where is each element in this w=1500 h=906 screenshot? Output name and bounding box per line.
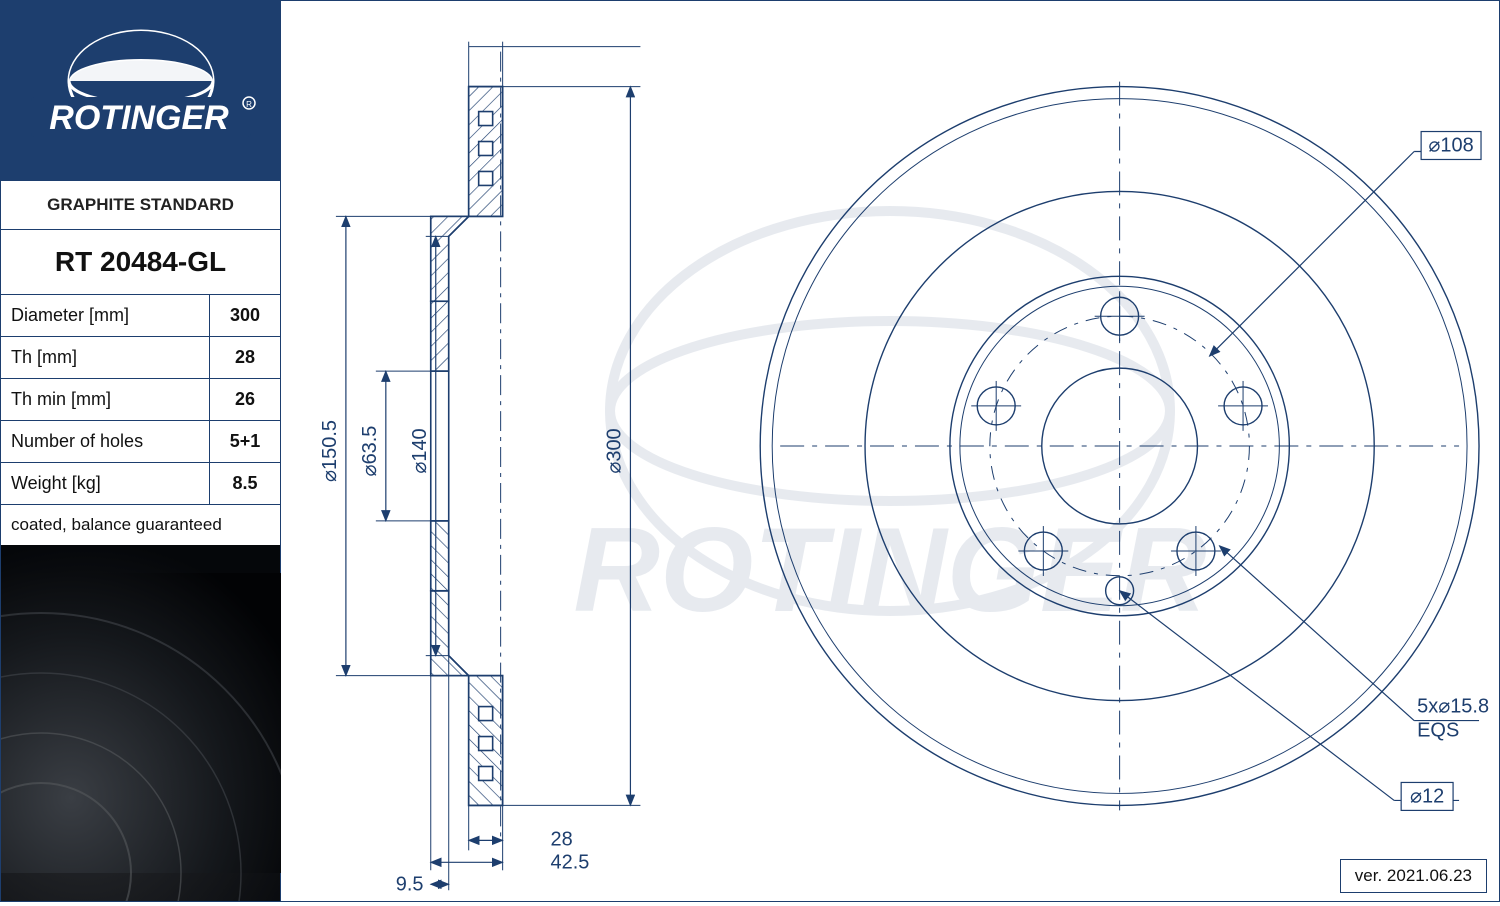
spec-label: Number of holes (1, 421, 210, 462)
brand-logo: ROTINGER R (1, 1, 280, 181)
callouts: ⌀108 5x⌀15.8 EQS ⌀12 (1120, 132, 1489, 811)
spec-label: Diameter [mm] (1, 295, 210, 336)
dim-d140: ⌀140 (409, 428, 431, 473)
spec-value: 8.5 (210, 463, 280, 504)
spec-label: Th [mm] (1, 337, 210, 378)
spec-row: Diameter [mm] 300 (1, 295, 280, 337)
callout-bolts: 5x⌀15.8 (1417, 696, 1489, 718)
front-view (760, 82, 1479, 811)
dim-t9-5: 9.5 (396, 873, 424, 895)
version-label: ver. 2021.06.23 (1340, 859, 1487, 893)
dim-d63-5: ⌀63.5 (359, 426, 381, 477)
section-view: ⌀300 ⌀150.5 ⌀140 ⌀63.5 (319, 42, 641, 896)
dim-t28: 28 (551, 828, 573, 850)
spec-row: Weight [kg] 8.5 (1, 463, 280, 505)
spec-row: Th [mm] 28 (1, 337, 280, 379)
rotinger-logo-icon: ROTINGER R (21, 21, 261, 161)
callout-d12: ⌀12 (1410, 785, 1444, 807)
part-number: RT 20484-GL (1, 230, 280, 295)
spec-value: 26 (210, 379, 280, 420)
sidebar: ROTINGER R GRAPHITE STANDARD RT 20484-GL… (1, 1, 281, 901)
spec-label: Th min [mm] (1, 379, 210, 420)
product-photo (1, 545, 280, 901)
spec-value: 300 (210, 295, 280, 336)
spec-value: 5+1 (210, 421, 280, 462)
note: coated, balance guaranteed (1, 505, 280, 545)
disc-photo-icon (1, 545, 281, 901)
callout-bolts-sub: EQS (1417, 720, 1459, 742)
callout-d108: ⌀108 (1428, 134, 1473, 156)
drawing-svg: ⌀300 ⌀150.5 ⌀140 ⌀63.5 (281, 1, 1499, 901)
spec-label: Weight [kg] (1, 463, 210, 504)
spec-row: Th min [mm] 26 (1, 379, 280, 421)
spec-value: 28 (210, 337, 280, 378)
dim-t42-5: 42.5 (551, 851, 590, 873)
product-series: GRAPHITE STANDARD (1, 181, 280, 230)
dim-d300: ⌀300 (603, 428, 625, 473)
svg-text:R: R (246, 100, 252, 109)
page: ROTINGER R GRAPHITE STANDARD RT 20484-GL… (0, 0, 1500, 902)
dim-d150-5: ⌀150.5 (319, 420, 341, 482)
spec-row: Number of holes 5+1 (1, 421, 280, 463)
technical-drawing: ROTINGER (281, 1, 1499, 901)
brand-name-text: ROTINGER (49, 99, 229, 137)
